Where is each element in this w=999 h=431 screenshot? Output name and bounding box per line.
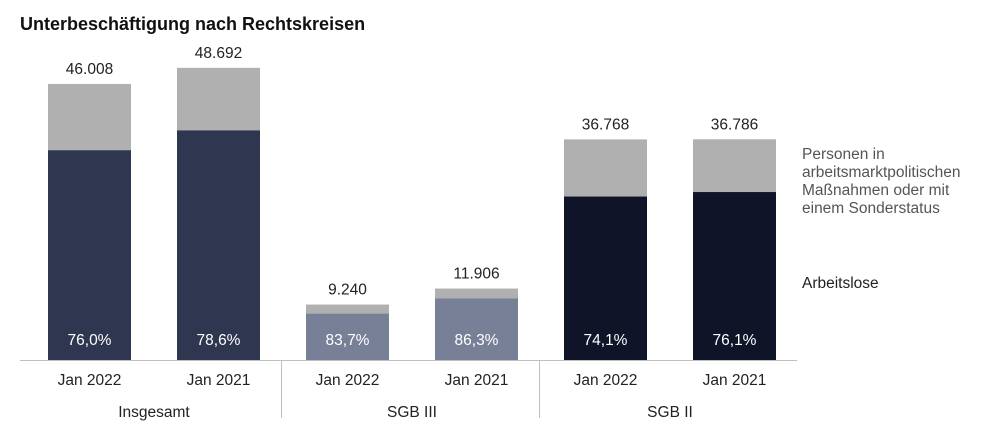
bar-massnahmen-g0b0 <box>48 83 131 151</box>
bar-arbeitslose-g0b0 <box>48 150 131 360</box>
bar-arbeitslose-g1b1 <box>435 298 518 360</box>
legend-label-massnahmen: Personen in arbeitsmarktpolitischen Maßn… <box>802 146 961 217</box>
category-label-g2b1: Jan 2021 <box>703 372 767 389</box>
category-label-g1b1: Jan 2021 <box>445 372 509 389</box>
bar-massnahmen-g2b1 <box>693 139 776 193</box>
group-label-0: Insgesamt <box>118 404 190 421</box>
share-label-g0b1: 78,6% <box>197 332 241 349</box>
category-label-g0b0: Jan 2022 <box>58 372 122 389</box>
category-label-g0b1: Jan 2021 <box>187 372 251 389</box>
share-label-g1b1: 86,3% <box>455 332 499 349</box>
bar-arbeitslose-g2b1 <box>693 192 776 360</box>
bar-massnahmen-g0b1 <box>177 67 260 131</box>
bar-arbeitslose-g1b0 <box>306 313 389 360</box>
chart-title: Unterbeschäftigung nach Rechtskreisen <box>20 14 366 34</box>
share-label-g1b0: 83,7% <box>326 332 370 349</box>
bar-arbeitslose-g2b0 <box>564 196 647 360</box>
share-label-g2b1: 76,1% <box>713 332 757 349</box>
total-label-g2b0: 36.768 <box>582 116 629 133</box>
share-label-g2b0: 74,1% <box>584 332 628 349</box>
total-label-g2b1: 36.786 <box>711 116 758 133</box>
group-label-1: SGB III <box>387 404 437 421</box>
bar-massnahmen-g1b0 <box>306 304 389 314</box>
bar-arbeitslose-g0b1 <box>177 130 260 360</box>
total-label-g0b1: 48.692 <box>195 45 242 62</box>
legend-label-arbeitslose: Arbeitslose <box>802 275 879 292</box>
bar-massnahmen-g2b0 <box>564 139 647 197</box>
group-label-2: SGB II <box>647 404 693 421</box>
share-label-g0b0: 76,0% <box>68 332 112 349</box>
bar-massnahmen-g1b1 <box>435 288 518 299</box>
category-label-g1b0: Jan 2022 <box>316 372 380 389</box>
total-label-g1b0: 9.240 <box>328 282 367 299</box>
total-label-g0b0: 46.008 <box>66 61 113 78</box>
category-label-g2b0: Jan 2022 <box>574 372 638 389</box>
total-label-g1b1: 11.906 <box>453 266 499 283</box>
